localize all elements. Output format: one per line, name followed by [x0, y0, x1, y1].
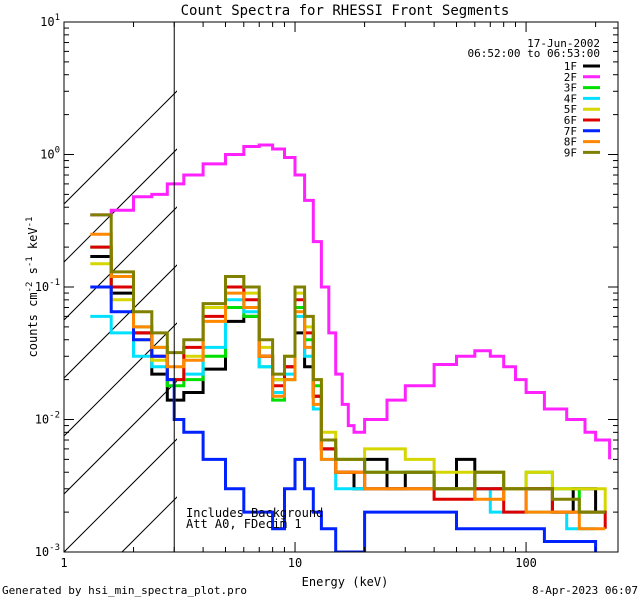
hatch-line	[412, 0, 640, 552]
legend-label-4F: 4F	[564, 92, 577, 105]
hatch-line	[354, 0, 640, 552]
hatch-line	[64, 90, 177, 205]
legend-label-9F: 9F	[564, 146, 577, 159]
hatch-line	[64, 322, 177, 437]
y-tick-label: 10-1	[35, 278, 60, 294]
chart-title: Count Spectra for RHESSI Front Segments	[181, 3, 510, 19]
hatch-line	[64, 438, 177, 552]
x-tick-label: 1	[60, 556, 67, 570]
legend-label-1F: 1F	[564, 60, 577, 73]
legend-label-2F: 2F	[564, 71, 577, 84]
hatch-line	[528, 0, 640, 552]
y-tick-label: 101	[40, 13, 60, 29]
hatch-line	[586, 0, 640, 552]
series-line-8F	[90, 232, 606, 531]
date-label: 17-Jun-2002	[527, 37, 600, 50]
legend-label-5F: 5F	[564, 103, 577, 116]
y-tick-label: 10-2	[35, 411, 60, 427]
y-axis-label: counts cm-2 s-1 keV-1	[25, 217, 40, 358]
annotation-attenuator: Att A0, FDecim 1	[186, 517, 302, 531]
hatch-line	[64, 380, 177, 495]
legend-label-3F: 3F	[564, 82, 577, 95]
axis-ticks: 1 10 100 10-3 10-2 10-1 100 101	[35, 13, 618, 570]
x-tick-label: 100	[515, 556, 537, 570]
hatch-line	[296, 0, 640, 552]
x-axis-label: Energy (keV)	[302, 575, 389, 589]
annotation-background: Includes Background	[186, 506, 323, 520]
footer-date: 8-Apr-2023 06:07	[532, 584, 638, 597]
hatch-line	[64, 148, 177, 263]
series-line-9F	[90, 213, 606, 514]
legend-label-6F: 6F	[564, 114, 577, 127]
legend-label-8F: 8F	[564, 136, 577, 149]
x-tick-label: 10	[288, 556, 302, 570]
footer-generated-by: Generated by hsi_min_spectra_plot.pro	[2, 584, 247, 597]
hatch-line	[121, 496, 177, 552]
y-tick-label: 10-3	[35, 543, 60, 559]
hatch-line	[470, 0, 640, 552]
series-layer	[90, 143, 612, 552]
y-tick-label: 100	[40, 146, 60, 162]
hatch-line	[238, 0, 640, 552]
time-range-label: 06:52:00 to 06:53:00	[468, 47, 600, 60]
attenuator-hatch-region	[64, 0, 640, 552]
series-line-2F	[90, 143, 612, 460]
legend-label-7F: 7F	[564, 125, 577, 138]
hatch-line	[64, 206, 177, 321]
